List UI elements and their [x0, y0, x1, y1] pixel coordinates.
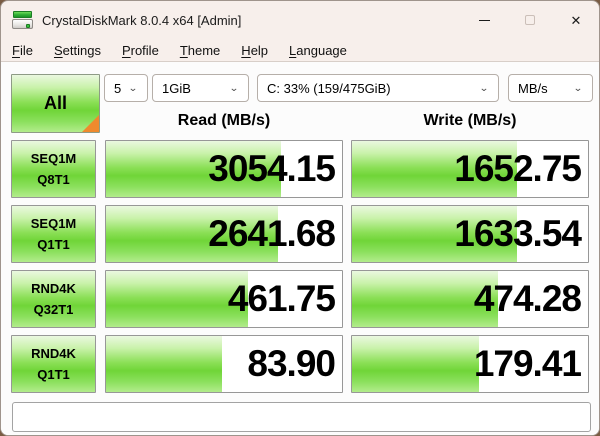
write-result-cell: 474.28 — [351, 270, 589, 328]
close-icon: ✕ — [570, 12, 582, 28]
disk-platter-icon — [13, 11, 32, 18]
read-result-cell: 3054.15 — [105, 140, 343, 198]
result-bar-fill — [106, 141, 281, 197]
read-result-value: 2641.68 — [208, 213, 336, 254]
target-drive-select[interactable]: C: 33% (159/475GiB) ⌄ — [257, 74, 499, 102]
run-all-button[interactable]: All — [11, 74, 100, 133]
title-bar: CrystalDiskMark 8.0.4 x64 [Admin] ✕ — [1, 1, 599, 39]
chevron-down-icon: ⌄ — [228, 82, 239, 94]
write-result-value: 1652.75 — [454, 148, 582, 189]
write-result-cell: 1633.54 — [351, 205, 589, 263]
result-bar-fill — [352, 336, 480, 392]
maximize-icon — [525, 15, 535, 25]
test-name: SEQ1M — [30, 215, 77, 231]
test-queue-thread: Q1T1 — [37, 367, 70, 382]
test-button-seq1m-q8t1[interactable]: SEQ1M Q8T1 — [11, 140, 96, 198]
menu-item-file[interactable]: File — [12, 42, 33, 58]
result-row-rnd4k-q32t1: RND4K Q32T1 461.75 474.28 — [1, 270, 599, 328]
write-result-cell: 1652.75 — [351, 140, 589, 198]
test-count-value: 5 — [114, 80, 122, 96]
run-all-label: All — [43, 93, 67, 113]
read-result-cell: 83.90 — [105, 335, 343, 393]
test-size-select[interactable]: 1GiB ⌄ — [152, 74, 249, 102]
read-result-value: 461.75 — [227, 278, 336, 319]
menu-item-language[interactable]: Language — [289, 42, 347, 58]
chevron-down-icon: ⌄ — [127, 82, 138, 94]
disk-led-icon — [26, 24, 30, 28]
write-column-header: Write (MB/s) — [423, 112, 517, 129]
result-bar-fill — [106, 271, 248, 327]
read-result-value: 3054.15 — [208, 148, 336, 189]
client-area: All 5 ⌄ 1GiB ⌄ C: 33% (159/475GiB) ⌄ MB/… — [1, 61, 599, 435]
unit-select[interactable]: MB/s ⌄ — [508, 74, 593, 102]
comment-field[interactable] — [12, 402, 591, 432]
test-queue-thread: Q8T1 — [37, 172, 70, 187]
menu-item-settings[interactable]: Settings — [53, 42, 101, 58]
read-column-header: Read (MB/s) — [177, 112, 271, 129]
result-row-seq1m-q8t1: SEQ1M Q8T1 3054.15 1652.75 — [1, 140, 599, 198]
test-queue-thread: Q32T1 — [33, 302, 74, 317]
window-controls: ✕ — [461, 1, 599, 39]
test-name: SEQ1M — [30, 150, 77, 166]
test-size-value: 1GiB — [162, 80, 191, 96]
unit-value: MB/s — [518, 80, 548, 96]
minimize-icon — [478, 19, 490, 21]
read-result-cell: 461.75 — [105, 270, 343, 328]
read-result-value: 83.90 — [247, 343, 336, 384]
read-result-cell: 2641.68 — [105, 205, 343, 263]
write-result-value: 474.28 — [473, 278, 582, 319]
test-queue-thread: Q1T1 — [37, 237, 70, 252]
test-button-rnd4k-q32t1[interactable]: RND4K Q32T1 — [11, 270, 96, 328]
menu-item-theme[interactable]: Theme — [179, 42, 221, 58]
test-count-select[interactable]: 5 ⌄ — [104, 74, 148, 102]
test-name: RND4K — [31, 280, 76, 296]
minimize-button[interactable] — [461, 1, 507, 39]
menu-item-help[interactable]: Help — [241, 42, 269, 58]
window-title: CrystalDiskMark 8.0.4 x64 [Admin] — [42, 12, 242, 28]
corner-accent-triangle — [82, 115, 99, 132]
menu-item-profile[interactable]: Profile — [121, 42, 159, 58]
test-button-rnd4k-q1t1[interactable]: RND4K Q1T1 — [11, 335, 96, 393]
write-result-value: 179.41 — [473, 343, 582, 384]
result-row-seq1m-q1t1: SEQ1M Q1T1 2641.68 1633.54 — [1, 205, 599, 263]
chevron-down-icon: ⌄ — [572, 82, 583, 94]
close-button[interactable]: ✕ — [553, 1, 599, 39]
app-icon — [12, 10, 33, 30]
result-bar-fill — [352, 271, 499, 327]
result-bar-fill — [352, 141, 518, 197]
chevron-down-icon: ⌄ — [478, 82, 489, 94]
test-name: RND4K — [31, 345, 76, 361]
target-drive-value: C: 33% (159/475GiB) — [267, 80, 391, 96]
result-bar-fill — [352, 206, 518, 262]
result-row-rnd4k-q1t1: RND4K Q1T1 83.90 179.41 — [1, 335, 599, 393]
disk-case-icon — [12, 19, 33, 29]
result-bar-fill — [106, 336, 222, 392]
maximize-button[interactable] — [507, 1, 553, 39]
result-bar-fill — [106, 206, 279, 262]
write-result-cell: 179.41 — [351, 335, 589, 393]
test-button-seq1m-q1t1[interactable]: SEQ1M Q1T1 — [11, 205, 96, 263]
menu-bar: File Settings Profile Theme Help Languag… — [1, 39, 599, 61]
write-result-value: 1633.54 — [454, 213, 582, 254]
